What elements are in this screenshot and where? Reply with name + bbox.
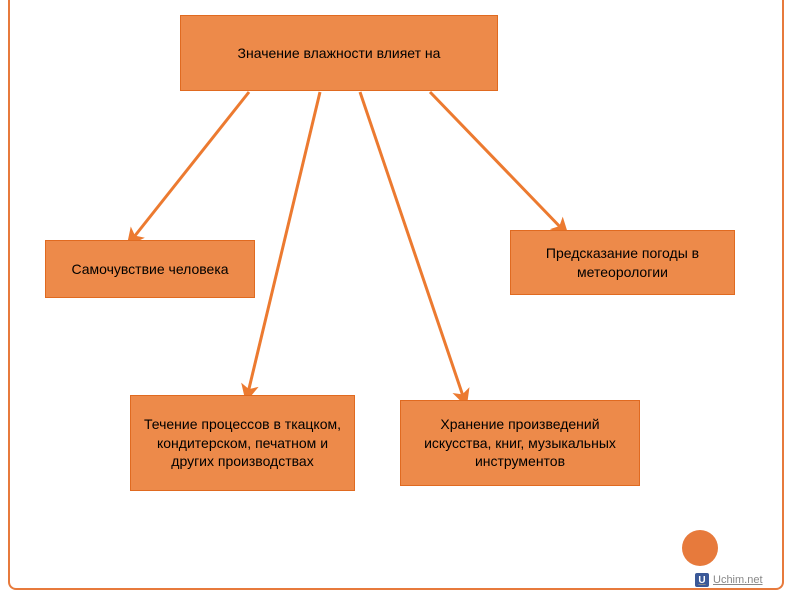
node-n2: Предсказание погоды в метеорологии <box>510 230 735 295</box>
diagram-canvas: Значение влажности влияет на Самочувствие… <box>0 0 800 600</box>
watermark: U Uchim.net <box>695 573 763 587</box>
node-n3: Течение процессов в ткацком, кондитерско… <box>130 395 355 491</box>
watermark-icon: U <box>695 573 709 587</box>
decorative-circle <box>682 530 718 566</box>
node-root: Значение влажности влияет на <box>180 15 498 91</box>
watermark-text: Uchim.net <box>713 574 763 586</box>
node-n1: Самочувствие человека <box>45 240 255 298</box>
node-n4: Хранение произведений искусства, книг, м… <box>400 400 640 486</box>
